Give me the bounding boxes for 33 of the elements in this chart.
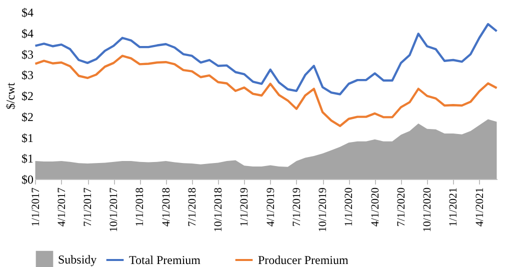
- legend-label: Subsidy: [58, 252, 97, 266]
- y-tick-label: $0: [22, 172, 34, 186]
- y-tick-label: $1: [22, 130, 34, 145]
- x-tick-label: 10/1/2017: [108, 187, 120, 232]
- x-tick-label: 1/1/2020: [343, 187, 356, 227]
- x-tick-label: 4/1/2020: [369, 187, 382, 227]
- x-tick-label: 1/1/2021: [448, 188, 460, 227]
- line-series: [34, 54, 498, 128]
- y-tick-label: $2: [22, 89, 34, 103]
- y-tick-label: $4: [22, 26, 34, 40]
- x-tick-label: 1/1/2019: [238, 187, 251, 227]
- y-tick-label: $1: [22, 152, 34, 166]
- x-tick-label: 1/1/2018: [134, 187, 146, 227]
- x-tick-label: 7/1/2019: [290, 187, 303, 227]
- y-tick-label: $3: [22, 68, 34, 82]
- legend-label: Producer Premium: [258, 253, 349, 267]
- y-tick-label: $3: [22, 47, 34, 62]
- y-axis-title: $/cwt: [4, 82, 18, 110]
- x-tick-label: 7/1/2020: [395, 187, 408, 227]
- x-tick-label: 10/1/2019: [317, 187, 330, 232]
- line-series: [34, 23, 498, 96]
- x-tick-label: 10/1/2018: [212, 187, 225, 232]
- x-tick-label: 4/1/2017: [56, 187, 68, 227]
- legend-label: Total Premium: [129, 253, 202, 267]
- x-tick-label: 4/1/2019: [264, 187, 277, 227]
- y-tick-label: $2: [22, 110, 34, 124]
- x-tick-label: 7/1/2018: [186, 187, 198, 227]
- x-tick-label: 10/1/2020: [422, 187, 434, 232]
- x-tick-label: 4/1/2021: [474, 188, 486, 227]
- x-tick-label: 1/1/2017: [30, 187, 42, 227]
- x-tick-label: 4/1/2018: [160, 187, 172, 227]
- y-tick-label: $4: [22, 6, 34, 20]
- x-tick-label: 7/1/2017: [82, 187, 94, 227]
